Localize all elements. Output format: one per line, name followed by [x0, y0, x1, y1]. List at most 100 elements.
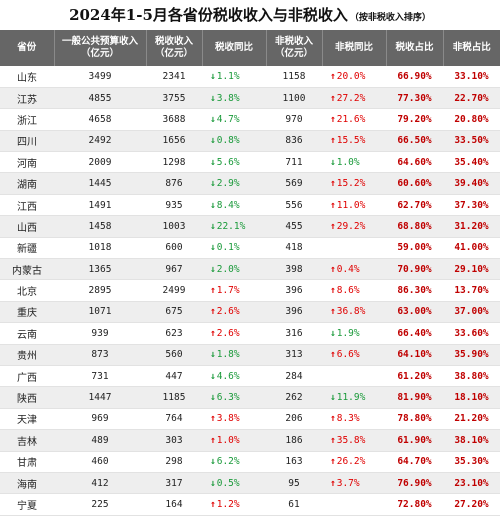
nontax-share-cell: 31.20%	[443, 215, 500, 238]
tax-share-cell: 66.90%	[386, 66, 443, 88]
nontax-yoy-cell-value: 26.2%	[336, 456, 366, 468]
nontax-yoy-cell: ↓1.9%	[322, 322, 386, 345]
tax-yoy-cell-value: 1.7%	[216, 285, 240, 297]
arrow-down-icon: ↓	[330, 392, 336, 404]
arrow-down-icon: ↓	[210, 242, 216, 254]
data-table: 省份 一般公共预算收入（亿元） 税收收入（亿元） 税收同比 非税收入（亿元） 非…	[0, 30, 500, 516]
table-row: 江苏 4855 3755 ↓3.8% 1100 ↑27.2% 77.30% 22.70%	[0, 87, 500, 110]
arrow-down-icon: ↓	[210, 263, 216, 275]
table-row: 陕西 1447 1185 ↓6.3% 262 ↓11.9% 81.90% 18.10%	[0, 386, 500, 409]
col-header-nontax: 非税收入（亿元）	[266, 30, 323, 66]
tax-share-cell: 62.70%	[386, 194, 443, 217]
table-row: 广西 731 447 ↓4.6% 284 61.20% 38.80%	[0, 365, 500, 388]
budget-cell: 2895	[54, 279, 146, 302]
tax-share-cell: 61.90%	[386, 429, 443, 452]
tax-share-cell: 61.20%	[386, 365, 443, 388]
nontax-yoy-cell-value: 29.2%	[336, 220, 366, 232]
province-cell: 江西	[0, 194, 54, 217]
arrow-down-icon: ↓	[210, 220, 216, 232]
nontax-share-cell: 37.00%	[443, 301, 500, 324]
nontax-yoy-cell-value: 21.6%	[336, 113, 366, 125]
arrow-up-icon: ↑	[330, 135, 336, 147]
arrow-down-icon: ↓	[210, 113, 216, 125]
table-row: 江西 1491 935 ↓8.4% 556 ↑11.0% 62.70% 37.30%	[0, 194, 500, 217]
nontax-share-cell: 29.10%	[443, 258, 500, 281]
tax-yoy-cell: ↓6.3%	[202, 386, 266, 409]
arrow-down-icon: ↓	[210, 178, 216, 190]
tax-yoy-cell: ↑2.6%	[202, 322, 266, 345]
nontax-share-cell: 38.80%	[443, 365, 500, 388]
province-cell: 贵州	[0, 344, 54, 366]
tax-yoy-cell: ↓0.1%	[202, 237, 266, 260]
nontax-share-cell: 33.10%	[443, 66, 500, 88]
tax-yoy-cell-value: 3.8%	[216, 92, 240, 104]
nontax-yoy-cell: ↑20.0%	[322, 66, 386, 88]
nontax-cell: 556	[266, 194, 322, 217]
nontax-yoy-cell: ↑29.2%	[322, 215, 386, 238]
tax-yoy-cell-value: 6.3%	[216, 392, 240, 404]
tax-share-cell: 59.00%	[386, 237, 443, 260]
nontax-yoy-cell: ↑11.0%	[322, 194, 386, 217]
table-row: 贵州 873 560 ↓1.8% 313 ↑6.6% 64.10% 35.90%	[0, 344, 500, 366]
table-row: 云南 939 623 ↑2.6% 316 ↓1.9% 66.40% 33.60%	[0, 322, 500, 345]
nontax-share-cell: 35.30%	[443, 451, 500, 473]
province-cell: 海南	[0, 472, 54, 495]
tax-cell: 600	[146, 237, 202, 260]
tax-cell: 2499	[146, 279, 202, 302]
tax-cell: 623	[146, 322, 202, 345]
nontax-cell: 396	[266, 279, 322, 302]
budget-cell: 4855	[54, 87, 146, 110]
tax-share-cell: 64.60%	[386, 151, 443, 174]
tax-share-cell: 66.50%	[386, 130, 443, 153]
budget-cell: 939	[54, 322, 146, 345]
nontax-share-cell: 21.20%	[443, 408, 500, 431]
nontax-cell: 1158	[266, 66, 322, 88]
nontax-cell: 569	[266, 172, 322, 195]
budget-cell: 1365	[54, 258, 146, 281]
tax-yoy-cell: ↓3.8%	[202, 87, 266, 110]
tax-yoy-cell: ↑1.0%	[202, 429, 266, 452]
nontax-share-cell: 23.10%	[443, 472, 500, 495]
tax-cell: 317	[146, 472, 202, 495]
budget-cell: 412	[54, 472, 146, 495]
nontax-yoy-cell-value: 15.2%	[336, 178, 366, 190]
tax-yoy-cell: ↓2.0%	[202, 258, 266, 281]
table-row: 重庆 1071 675 ↑2.6% 396 ↑36.8% 63.00% 37.00%	[0, 301, 500, 324]
tax-cell: 876	[146, 172, 202, 195]
budget-cell: 489	[54, 429, 146, 452]
tax-share-cell: 64.70%	[386, 451, 443, 473]
nontax-share-cell: 22.70%	[443, 87, 500, 110]
tax-share-cell: 79.20%	[386, 108, 443, 131]
nontax-yoy-cell-value: 11.9%	[336, 392, 366, 404]
nontax-cell: 836	[266, 130, 322, 153]
nontax-yoy-cell-value: 27.2%	[336, 92, 366, 104]
title-main: 2024年1-5月各省份税收收入与非税收入	[69, 6, 348, 24]
nontax-yoy-cell: ↑3.7%	[322, 472, 386, 495]
title-sub: （按非税收入排序）	[349, 13, 431, 23]
nontax-share-cell: 35.40%	[443, 151, 500, 174]
arrow-down-icon: ↓	[210, 199, 216, 211]
table-row: 四川 2492 1656 ↓0.8% 836 ↑15.5% 66.50% 33.50%	[0, 130, 500, 153]
table-row: 海南 412 317 ↓0.5% 95 ↑3.7% 76.90% 23.10%	[0, 472, 500, 495]
tax-yoy-cell-value: 1.0%	[216, 434, 240, 446]
arrow-up-icon: ↑	[330, 113, 336, 125]
nontax-yoy-cell: ↓1.0%	[322, 151, 386, 174]
province-cell: 江苏	[0, 87, 54, 110]
province-cell: 云南	[0, 322, 54, 345]
arrow-down-icon: ↓	[210, 370, 216, 382]
nontax-cell: 61	[266, 493, 322, 516]
tax-cell: 447	[146, 365, 202, 388]
nontax-share-cell: 33.60%	[443, 322, 500, 345]
nontax-yoy-cell: ↑0.4%	[322, 258, 386, 281]
arrow-down-icon: ↓	[210, 156, 216, 168]
table-row: 宁夏 225 164 ↑1.2% 61 72.80% 27.20%	[0, 493, 500, 516]
nontax-yoy-cell-value: 36.8%	[336, 306, 366, 318]
nontax-yoy-cell-value: 35.8%	[336, 434, 366, 446]
tax-yoy-cell: ↑1.2%	[202, 493, 266, 516]
nontax-yoy-cell-value: 1.9%	[336, 327, 360, 339]
province-cell: 宁夏	[0, 493, 54, 516]
nontax-yoy-cell-value: 8.6%	[336, 285, 360, 297]
nontax-yoy-cell: ↑27.2%	[322, 87, 386, 110]
province-cell: 湖南	[0, 172, 54, 195]
tax-share-cell: 70.90%	[386, 258, 443, 281]
